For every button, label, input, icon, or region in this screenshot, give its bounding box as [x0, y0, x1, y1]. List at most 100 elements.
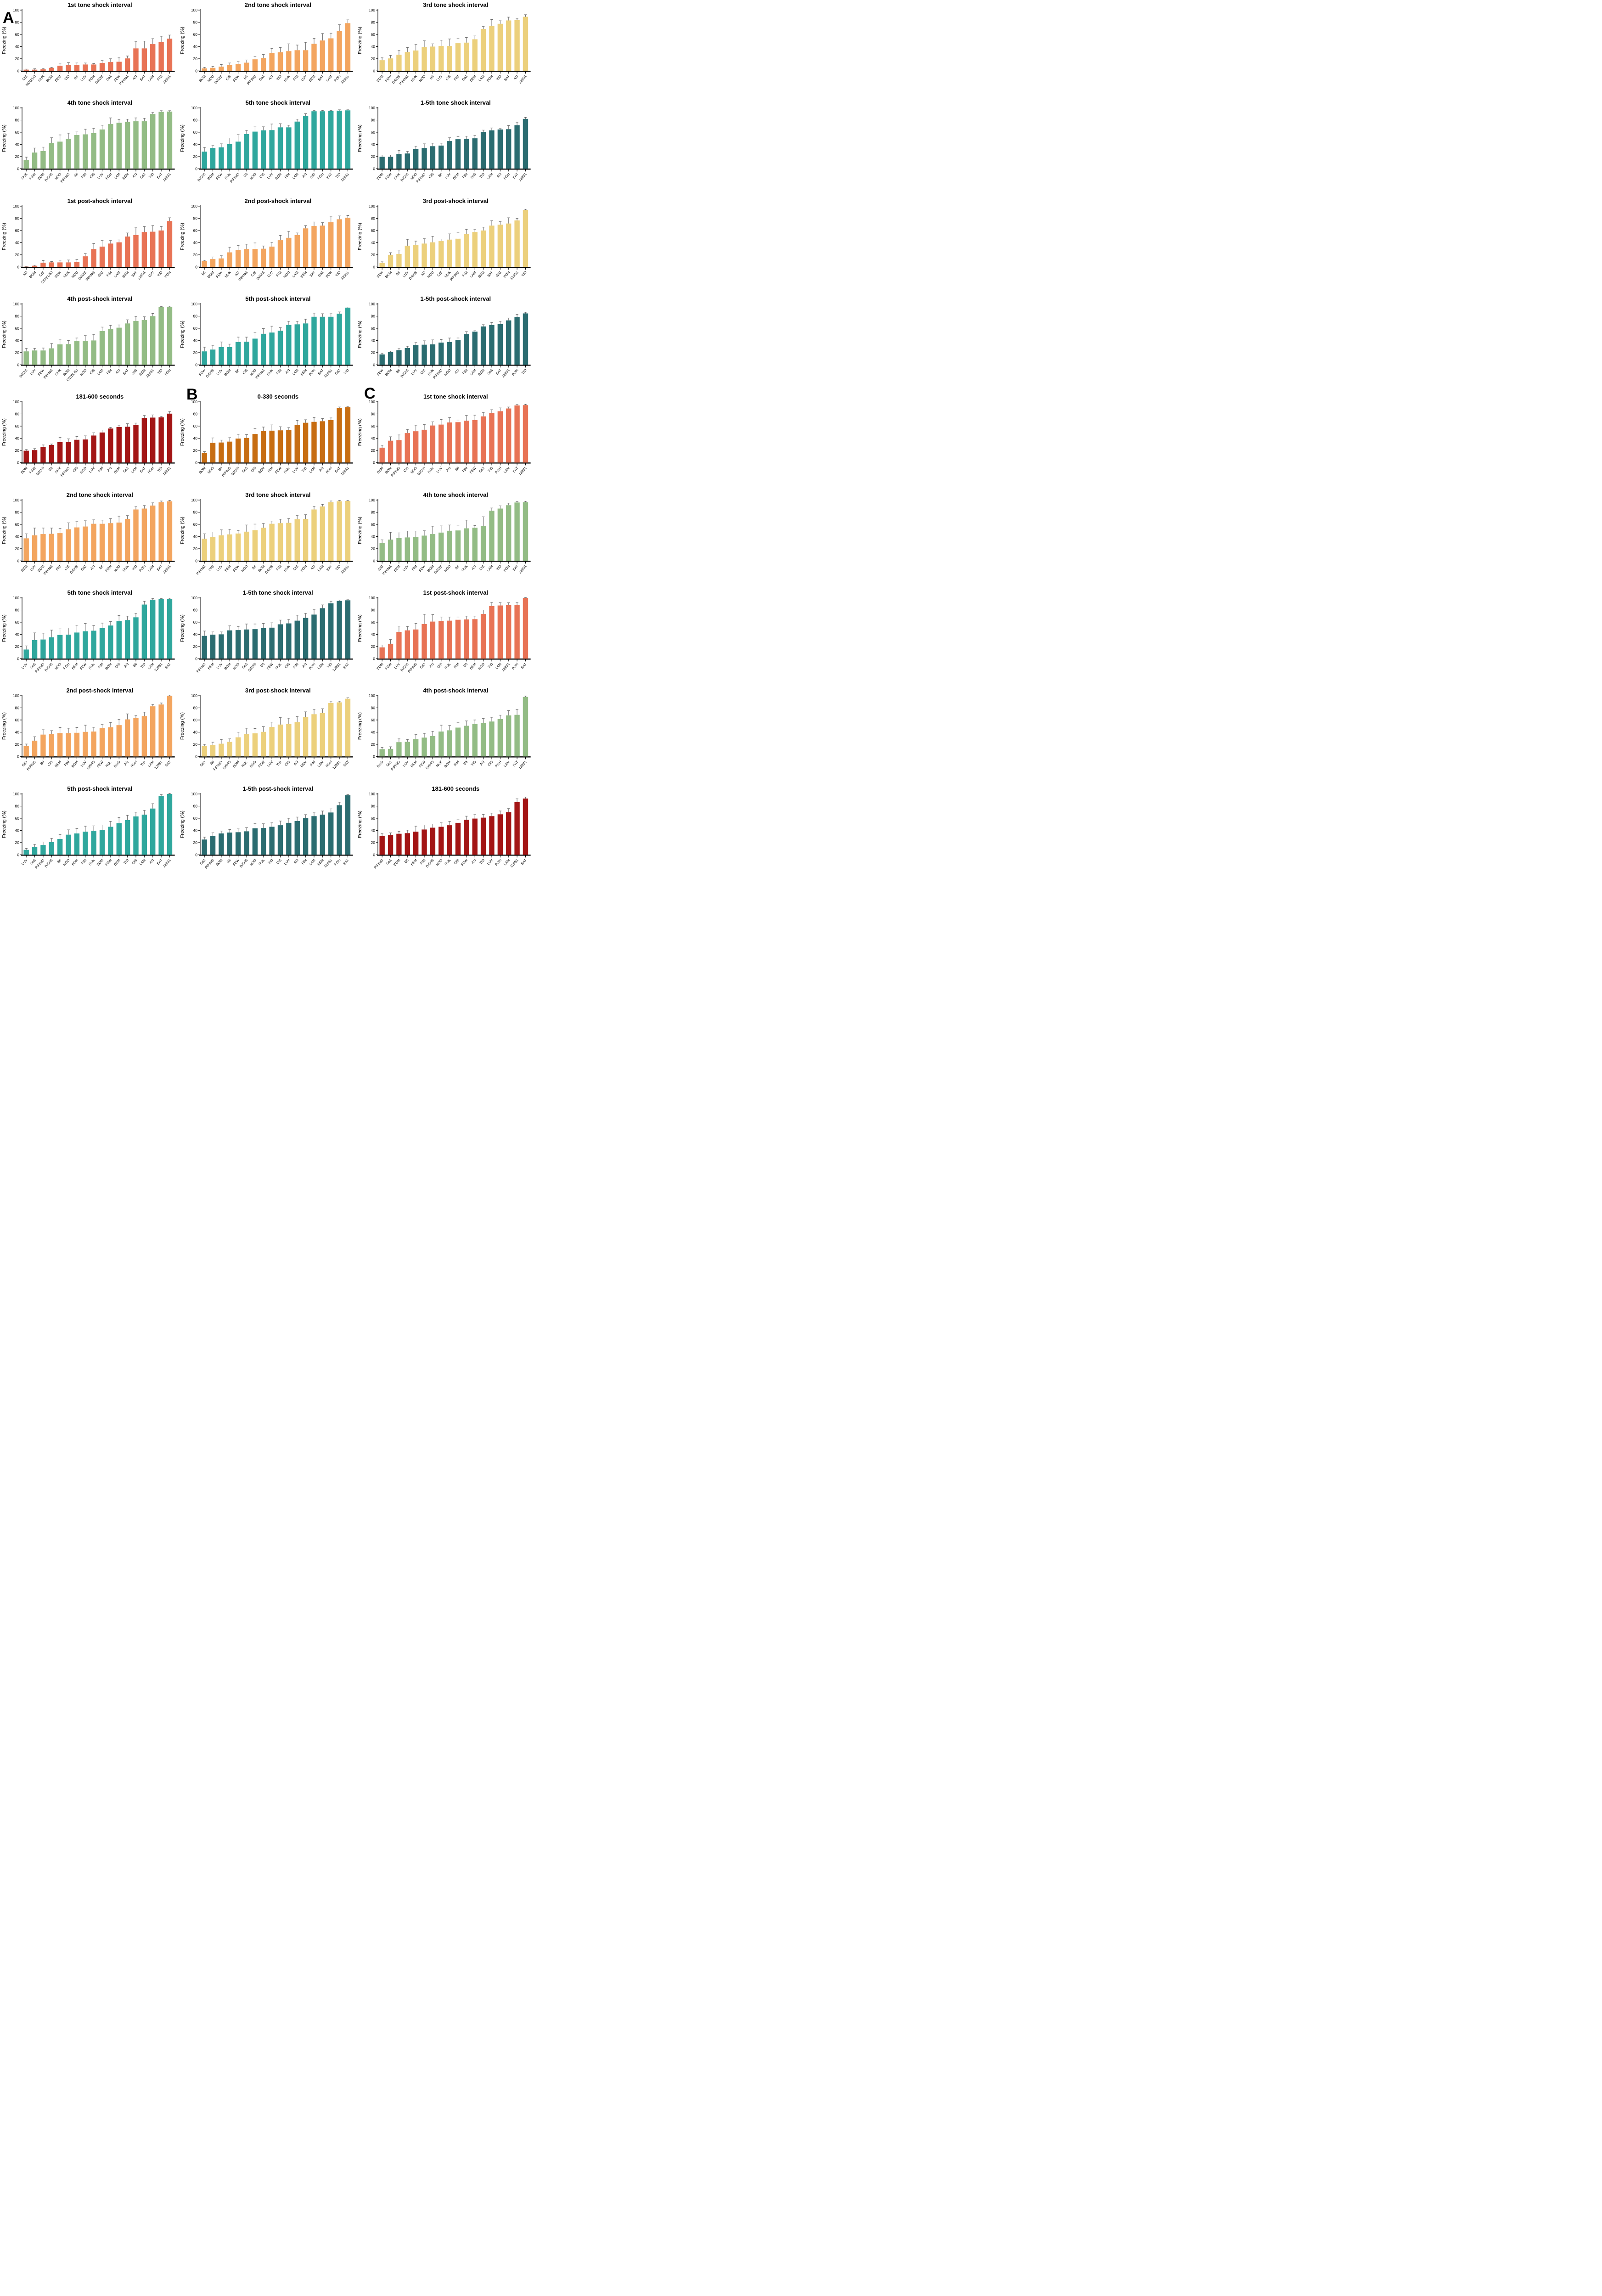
- bar: [303, 50, 308, 71]
- x-tick-label: YID: [156, 466, 163, 473]
- bar: [235, 630, 241, 659]
- x-tick-label: POH: [503, 564, 511, 572]
- bar: [328, 812, 334, 855]
- x-tick-label: PIPING: [373, 858, 384, 869]
- bar: [252, 338, 258, 365]
- bar: [430, 827, 436, 855]
- y-tick-label: 20: [193, 546, 197, 551]
- x-tick-label: LUV: [402, 564, 410, 572]
- x-tick-label: LUV: [21, 858, 28, 866]
- x-tick-label: LAM: [113, 270, 121, 278]
- bar: [311, 111, 317, 169]
- y-tick-label: 20: [15, 350, 20, 355]
- bar: [252, 131, 258, 169]
- bar: [388, 254, 393, 267]
- x-tick-label: FEW: [418, 564, 427, 573]
- bar: [328, 502, 334, 561]
- y-tick-label: 40: [371, 632, 376, 636]
- chart-title: 1st post-shock interval: [423, 589, 488, 596]
- bar: [472, 332, 478, 365]
- bar: [388, 643, 393, 659]
- x-tick-label: B6: [73, 74, 79, 80]
- x-tick-label: NUK: [88, 662, 96, 670]
- y-tick-label: 100: [13, 106, 19, 110]
- bar: [523, 405, 528, 463]
- bar: [320, 421, 325, 463]
- bar: [66, 635, 71, 659]
- x-tick-label: A/J: [445, 466, 452, 473]
- x-tick-label: CIS: [38, 270, 45, 277]
- y-axis-title: Freezing (%): [2, 712, 7, 740]
- bar: [218, 535, 224, 561]
- chart-title: 2nd tone shock interval: [244, 1, 311, 8]
- chart-cell: 0 20 40 60 80 100 Freezing (%) 5th post-shock i…: [178, 294, 356, 392]
- x-tick-label: FEW: [54, 270, 62, 279]
- y-tick-label: 20: [15, 840, 20, 844]
- bar: [438, 241, 444, 267]
- x-tick-label: POH: [503, 172, 511, 180]
- bar: [311, 614, 317, 659]
- y-tick-label: 60: [371, 718, 376, 722]
- bar: [23, 266, 29, 267]
- y-tick-label: 40: [193, 632, 197, 636]
- x-tick-label: FIM: [461, 368, 468, 376]
- y-tick-label: 20: [193, 840, 197, 844]
- chart-title: 1-5th post-shock interval: [242, 785, 313, 792]
- y-tick-label: 60: [371, 620, 376, 625]
- y-tick-label: 20: [193, 742, 197, 747]
- x-tick-label: A/J: [513, 74, 519, 80]
- bar: [260, 527, 266, 561]
- bar: [320, 40, 325, 71]
- bar: [277, 331, 283, 365]
- x-tick-label: FIM: [156, 74, 163, 82]
- chart-cell: 0 20 40 60 80 100 Freezing (%) 4th post-shock i…: [356, 686, 534, 783]
- bar: [320, 608, 325, 659]
- bar: [388, 352, 393, 365]
- bar: [396, 538, 402, 561]
- bar: [422, 535, 427, 561]
- bar: [108, 523, 113, 561]
- bar: [489, 26, 495, 71]
- x-tick-label: A/J: [318, 466, 324, 473]
- y-tick-label: 100: [13, 693, 19, 698]
- y-axis-title: Freezing (%): [358, 712, 363, 740]
- bar: [286, 523, 292, 561]
- y-axis-title: Freezing (%): [2, 418, 7, 446]
- y-tick-label: 60: [193, 816, 197, 821]
- chart-cell: 0 20 40 60 80 100 Freezing (%) 2nd tone shock i…: [178, 0, 356, 98]
- y-tick-label: 60: [193, 424, 197, 428]
- bar: [116, 242, 122, 267]
- bar: [158, 417, 164, 463]
- chart-cell: 0 20 40 60 80 100 Freezing (%) 4th tone shock i…: [356, 490, 534, 588]
- bar: [405, 742, 410, 757]
- bar: [413, 431, 419, 463]
- x-tick-label: A/J: [301, 172, 308, 179]
- bar: [133, 321, 139, 365]
- bar: [23, 746, 29, 757]
- x-tick-label: NUK: [283, 466, 291, 474]
- bar-chart: 0 20 40 60 80 100 Freezing (%) 1st tone shock i…: [2, 1, 175, 87]
- y-tick-label: 60: [15, 522, 20, 527]
- x-tick-label: POH: [494, 466, 502, 474]
- x-tick-label: CIS: [63, 564, 70, 571]
- chart-cell: 0 20 40 60 80 100 Freezing (%) 181-600 seconds P…: [356, 784, 534, 882]
- bar-chart: 0 20 40 60 80 100 Freezing (%) 1st post-shock i…: [2, 197, 175, 284]
- bar: [422, 243, 427, 267]
- y-tick-label: 40: [15, 632, 20, 636]
- bar: [74, 341, 80, 365]
- x-tick-label: 129S1: [518, 466, 528, 476]
- bar-chart: 0 20 40 60 80 100 Freezing (%) 3rd post-shock i…: [180, 687, 353, 771]
- bar: [57, 533, 63, 561]
- y-axis-title: Freezing (%): [2, 27, 7, 54]
- x-tick-label: FEW: [104, 564, 113, 573]
- bar: [124, 719, 130, 757]
- bar: [74, 632, 80, 659]
- x-tick-label: PIPING: [195, 564, 206, 575]
- bar: [379, 749, 385, 757]
- bar: [99, 246, 105, 267]
- chart-cell: 0 20 40 60 80 100 Freezing (%) 1st tone shock i…: [0, 0, 178, 98]
- x-tick-label: SAT: [326, 564, 333, 572]
- y-tick-label: 100: [191, 8, 197, 12]
- x-tick-label: A/J: [301, 662, 308, 668]
- bar: [294, 821, 300, 855]
